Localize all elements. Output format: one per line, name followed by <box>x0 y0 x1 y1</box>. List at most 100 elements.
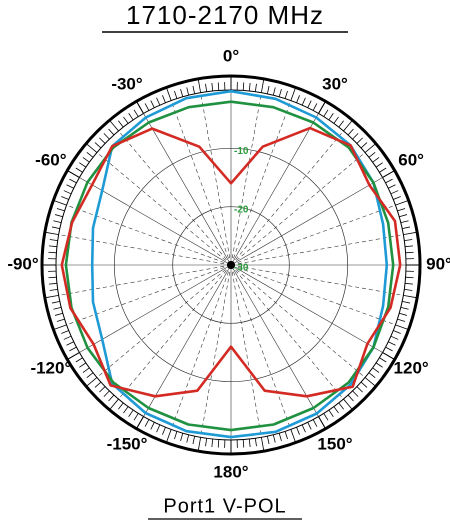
theta-tick <box>67 170 80 178</box>
angle-tick <box>390 190 399 195</box>
angle-tick <box>205 438 208 447</box>
angle-tick <box>368 152 376 158</box>
angle-tick <box>307 100 312 108</box>
angle-tick <box>99 137 106 144</box>
angle-tick <box>197 78 202 93</box>
angle-tick <box>156 424 161 433</box>
spoke <box>230 92 262 266</box>
r-tick-label: -10 <box>234 146 249 157</box>
angle-tick <box>44 231 59 236</box>
angle-tick <box>400 220 409 224</box>
angle-tick <box>86 372 94 378</box>
angle-tick <box>192 85 196 94</box>
angle-tick <box>397 208 406 212</box>
spoke <box>230 264 366 378</box>
angle-tick <box>338 402 344 410</box>
angle-tick <box>150 422 155 430</box>
angle-tick <box>352 390 359 397</box>
angle-tick <box>48 282 58 285</box>
angle-tick <box>272 87 276 96</box>
spoke <box>170 100 232 266</box>
angle-tick <box>144 419 150 427</box>
spoke <box>118 264 232 400</box>
theta-tick-label: -30° <box>111 74 143 93</box>
spoke <box>79 264 232 353</box>
angle-tick <box>405 251 414 254</box>
spoke <box>230 234 404 266</box>
angle-tick <box>150 100 155 108</box>
angle-tick <box>385 346 393 352</box>
theta-tick-label: 120° <box>394 358 429 377</box>
angle-tick <box>393 196 401 200</box>
theta-tick-label: 60° <box>398 150 424 169</box>
angle-tick <box>395 199 409 206</box>
angle-tick <box>399 312 408 316</box>
angle-tick <box>278 88 282 97</box>
angle-tick <box>82 157 90 163</box>
theta-tick-label: 90° <box>426 254 450 273</box>
angle-tick <box>108 128 115 136</box>
angle-tick <box>364 377 377 387</box>
angle-tick <box>49 288 58 291</box>
spoke <box>96 264 232 378</box>
angle-tick <box>144 103 150 111</box>
angle-tick <box>63 335 72 340</box>
angle-tick <box>54 312 63 316</box>
angle-tick <box>352 133 359 140</box>
angle-tick <box>375 362 383 368</box>
angle-tick <box>133 413 139 421</box>
spoke <box>230 264 383 353</box>
angle-tick <box>404 282 414 285</box>
grid-circle <box>172 206 290 324</box>
angle-tick <box>56 208 65 212</box>
angle-tick <box>165 429 172 443</box>
angle-tick <box>372 367 380 373</box>
angle-tick <box>290 87 297 101</box>
spoke <box>230 264 404 296</box>
angle-tick <box>211 438 214 448</box>
angle-tick <box>128 113 134 121</box>
angle-tick <box>49 239 58 242</box>
angle-tick <box>48 276 57 279</box>
theta-tick <box>136 101 144 114</box>
angle-tick <box>364 143 377 153</box>
angle-tick <box>360 142 368 149</box>
spoke <box>230 177 383 266</box>
spoke <box>230 100 292 266</box>
angle-tick <box>248 82 251 92</box>
angle-tick <box>405 276 414 279</box>
angle-tick <box>192 436 196 445</box>
angle-tick <box>54 214 63 218</box>
angle-tick <box>323 413 329 421</box>
angle-tick <box>61 196 69 200</box>
angle-tick <box>323 109 329 117</box>
chart-title: 1710-2170 MHz <box>126 0 324 30</box>
spoke <box>79 177 232 266</box>
angle-tick <box>53 306 62 310</box>
angle-tick <box>403 294 418 299</box>
angle-tick <box>186 434 190 443</box>
angle-tick <box>388 341 396 346</box>
angle-tick <box>399 214 408 218</box>
angle-tick <box>393 330 401 334</box>
angle-tick <box>103 133 110 140</box>
angle-tick <box>186 87 190 96</box>
pattern-line <box>64 100 395 432</box>
spoke <box>170 264 232 430</box>
angle-tick <box>162 95 166 103</box>
angle-tick <box>211 82 214 92</box>
angle-tick <box>296 95 300 103</box>
angle-tick <box>254 83 257 92</box>
angle-tick <box>103 390 110 397</box>
angle-tick <box>254 438 257 447</box>
plot-area: -10 -20 -30 0° 30° 60° 90° 120° 150° 180° -150° -12… <box>7 46 450 481</box>
angle-tick <box>372 157 380 163</box>
angle-tick <box>217 82 220 91</box>
angle-tick <box>66 184 74 189</box>
angle-tick <box>75 167 83 173</box>
angle-tick <box>48 245 58 248</box>
angle-tick <box>343 398 353 411</box>
angle-tick <box>368 372 376 378</box>
angle-tick <box>75 357 83 363</box>
